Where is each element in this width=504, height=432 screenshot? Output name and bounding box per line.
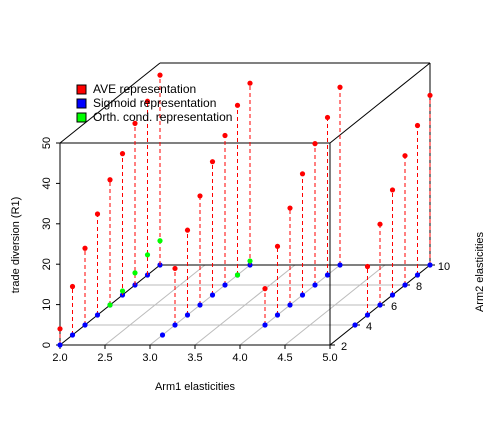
point [172, 265, 178, 272]
point [402, 153, 408, 159]
point [299, 171, 306, 177]
z-tick-label: 10 [41, 298, 53, 310]
point [234, 102, 241, 108]
point [427, 92, 433, 98]
point [197, 302, 203, 308]
point [209, 159, 216, 165]
legend-label: AVE representation [93, 82, 196, 96]
point [324, 114, 331, 121]
legend-label: Sigmoid representation [93, 96, 216, 110]
point [234, 272, 241, 278]
point [69, 332, 76, 338]
z-tick-label: 0 [41, 342, 53, 348]
point [119, 288, 126, 294]
box-edge [329, 62, 431, 144]
point [287, 205, 293, 211]
point [402, 282, 408, 288]
legend-swatch [76, 98, 87, 109]
point [94, 312, 101, 318]
point [144, 98, 151, 104]
z-tick-label: 50 [41, 137, 53, 149]
point [337, 262, 343, 268]
y-tick-label: 2 [341, 341, 347, 353]
y-tick-label: 10 [438, 261, 450, 273]
point [197, 193, 203, 199]
x-tick-label: 3.5 [187, 352, 202, 364]
z-axis-title: trade diversion (R1) [10, 197, 22, 294]
x-tick-label: 3.0 [142, 352, 157, 364]
point [427, 262, 433, 268]
point [287, 302, 293, 308]
y-tick-label: 8 [416, 281, 422, 293]
point [107, 177, 113, 183]
point [119, 151, 126, 157]
point [82, 245, 88, 251]
legend-label: Orth. cond. representation [93, 110, 232, 124]
box-edge [59, 62, 161, 144]
point [144, 252, 151, 258]
x-tick-label: 5.0 [322, 352, 337, 364]
point [157, 238, 163, 244]
legend-swatch [76, 112, 87, 123]
point [377, 221, 383, 227]
point [132, 120, 138, 126]
point [209, 292, 216, 298]
point [184, 312, 191, 318]
point [337, 84, 343, 90]
point [107, 302, 113, 308]
point [299, 292, 306, 298]
z-tick-label: 20 [41, 258, 53, 270]
point [324, 272, 331, 278]
x-tick-label: 4.0 [232, 352, 247, 364]
point [222, 132, 228, 139]
x-tick-label: 2.0 [52, 352, 67, 364]
point [159, 332, 166, 338]
point [389, 187, 396, 193]
point [377, 302, 383, 308]
point [247, 258, 253, 264]
point [222, 282, 228, 288]
point [184, 227, 191, 233]
point [247, 80, 253, 86]
z-tick-label: 30 [41, 218, 53, 230]
legend-swatch [76, 84, 87, 95]
point [312, 141, 318, 147]
point [389, 292, 396, 298]
point [364, 312, 371, 318]
point [262, 286, 268, 292]
point [172, 322, 178, 328]
point [414, 122, 421, 129]
point [352, 322, 358, 328]
point [82, 322, 88, 328]
point [262, 322, 268, 328]
point [414, 272, 421, 278]
point [57, 342, 63, 348]
point [364, 263, 371, 270]
z-tick-label: 40 [41, 177, 53, 189]
y-tick-label: 4 [366, 321, 372, 333]
x-tick-label: 2.5 [97, 352, 112, 364]
point [157, 72, 163, 78]
point [94, 211, 101, 217]
point [57, 326, 63, 332]
point [69, 283, 76, 290]
point [274, 312, 281, 318]
x-axis-title: Arm1 elasticities [155, 381, 236, 393]
y-axis-title: Arm2 elasticities [474, 231, 486, 312]
point [312, 282, 318, 288]
point [132, 270, 138, 276]
y-tick-label: 6 [391, 301, 397, 313]
point [274, 243, 281, 249]
x-tick-label: 4.5 [277, 352, 292, 364]
